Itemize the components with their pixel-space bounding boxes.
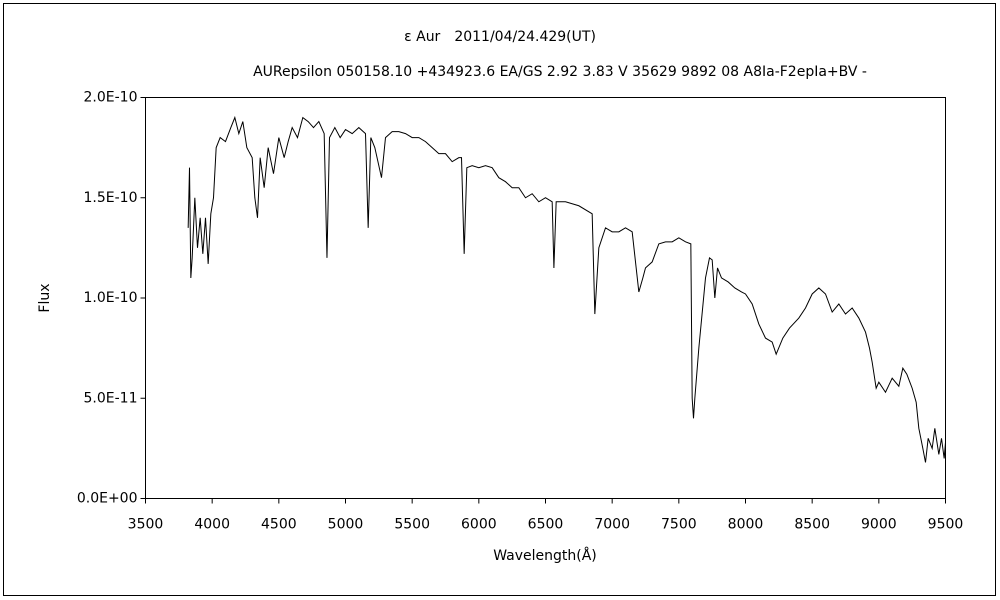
chart-title: ε Aur 2011/04/24.429(UT) [404, 29, 596, 45]
y-tick-label: 1.5E-10 [84, 190, 138, 206]
x-tick-label: 8500 [794, 517, 830, 533]
x-tick-label: 3500 [128, 517, 164, 533]
y-tick-label: 0.0E+00 [77, 491, 138, 507]
x-tick-label: 6000 [461, 517, 497, 533]
x-tick-label: 7500 [661, 517, 697, 533]
y-tick-label: 5.0E-11 [84, 390, 138, 406]
x-tick-label: 9500 [928, 517, 964, 533]
chart-frame [3, 3, 996, 596]
y-axis-label: Flux [37, 283, 53, 312]
x-tick-label: 5000 [328, 517, 364, 533]
spectrum-line [187, 115, 946, 463]
x-tick-label: 8000 [728, 517, 764, 533]
chart-subtitle: AURepsilon 050158.10 +434923.6 EA/GS 2.9… [253, 64, 867, 80]
x-tick-label: 5500 [394, 517, 430, 533]
x-tick-label: 4500 [261, 517, 297, 533]
y-tick-label: 2.0E-10 [84, 90, 138, 106]
x-tick-label: 6500 [528, 517, 564, 533]
x-tick-label: 4000 [194, 517, 230, 533]
x-tick-label: 9000 [861, 517, 897, 533]
x-tick-label: 7000 [594, 517, 630, 533]
y-tick-label: 1.0E-10 [84, 290, 138, 306]
x-axis-label: Wavelength(Å) [493, 547, 597, 564]
